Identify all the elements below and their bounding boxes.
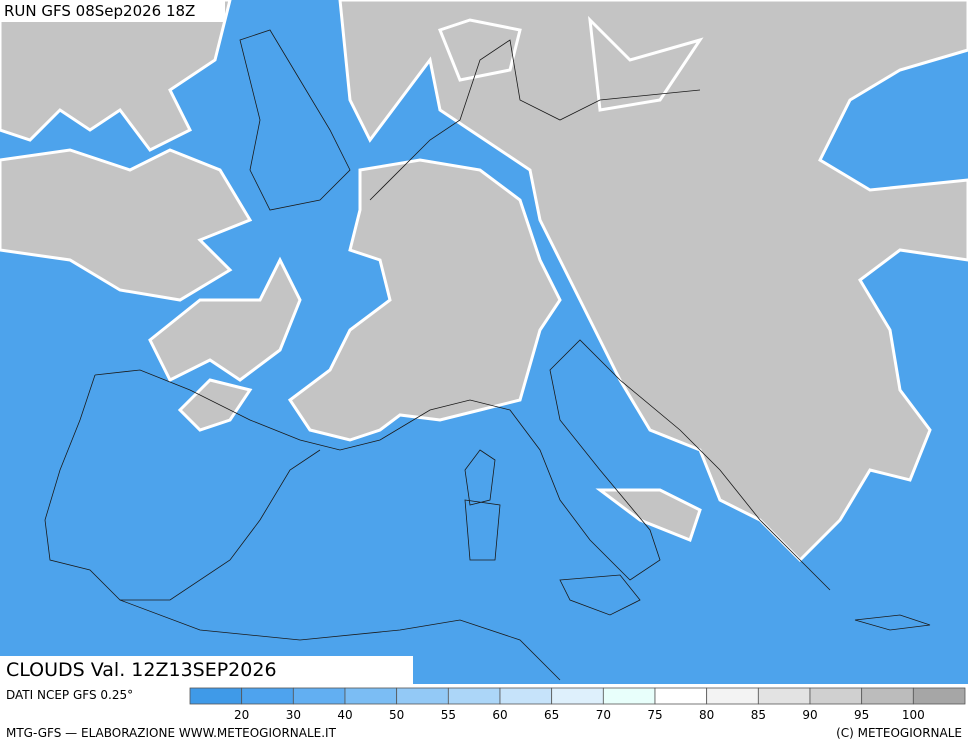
legend-swatch: [551, 687, 604, 705]
legend-swatch: [912, 687, 966, 705]
coastlines: [44, 29, 931, 681]
legend-swatch: [757, 687, 811, 705]
legend-swatch: [292, 687, 346, 705]
legend-swatch: [447, 687, 501, 705]
credit-label: MTG-GFS — ELABORAZIONE WWW.METEOGIORNALE…: [6, 726, 337, 740]
legend-label: 90: [802, 708, 817, 722]
legend-swatch: [861, 687, 914, 705]
legend-label: 75: [647, 708, 662, 722]
legend-label: 30: [286, 708, 301, 722]
legend-label: 70: [596, 708, 611, 722]
source-label: DATI NCEP GFS 0.25°: [6, 688, 133, 702]
legend-label: 95: [854, 708, 869, 722]
legend-label: 20: [234, 708, 249, 722]
run-box: [0, 0, 225, 22]
map: RUN GFS 08Sep2026 18Z CLOUDS Val. 12Z13S…: [0, 0, 968, 684]
legend-swatch: [396, 687, 449, 705]
legend-label: 55: [441, 708, 456, 722]
legend-swatch: [602, 687, 656, 705]
field-label: CLOUDS Val. 12Z13SEP2026: [6, 659, 277, 681]
run-label: RUN GFS 08Sep2026 18Z: [4, 2, 195, 20]
legend-swatch: [809, 687, 863, 705]
legend-label: 80: [699, 708, 714, 722]
legend-label: 65: [544, 708, 559, 722]
field-box: [0, 656, 413, 684]
copyright-label: (C) METEOGIORNALE: [836, 726, 962, 740]
legend: 20 30 40 50 55 60 65 70 75 80 85 90 95 100: [189, 687, 966, 722]
legend-label: 50: [389, 708, 404, 722]
cloud-cover: [0, 0, 968, 563]
legend-swatch: [241, 687, 294, 705]
legend-swatch: [344, 687, 398, 705]
legend-swatch: [499, 687, 553, 705]
legend-label: 100: [902, 708, 925, 722]
legend-swatch: [706, 687, 759, 705]
legend-label: 40: [337, 708, 352, 722]
legend-label: 60: [492, 708, 507, 722]
legend-swatch: [654, 687, 708, 705]
legend-swatch: [189, 687, 243, 705]
legend-label: 85: [751, 708, 766, 722]
